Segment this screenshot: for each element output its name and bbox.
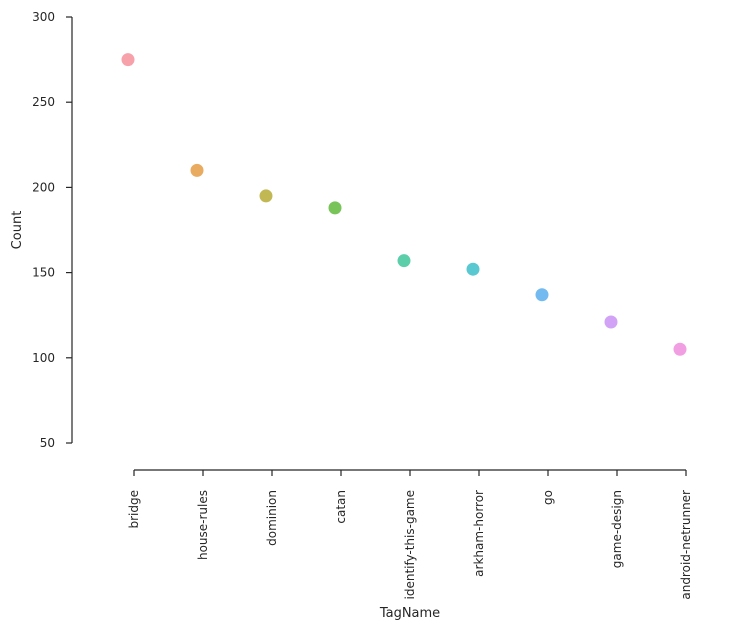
y-tick-label: 250 (32, 95, 55, 109)
x-tick-label: dominion (265, 490, 279, 546)
data-point (397, 254, 411, 268)
x-tick-label: game-design (610, 490, 624, 568)
x-tick-label: catan (334, 490, 348, 524)
data-point (466, 262, 480, 276)
x-tick-label: bridge (127, 490, 141, 529)
x-tick-label: identify-this-game (403, 490, 417, 599)
data-point (604, 315, 618, 329)
x-tick-label: house-rules (196, 490, 210, 560)
x-tick-label: arkham-horror (472, 490, 486, 577)
x-axis-title: TagName (379, 606, 440, 621)
y-axis: 50 100 150 200 250 300 (32, 10, 73, 450)
x-tick-label: android-netrunner (679, 490, 693, 600)
data-point (190, 163, 204, 177)
y-tick-label: 50 (40, 436, 55, 450)
y-tick-label: 300 (32, 10, 55, 24)
y-tick-label: 150 (32, 266, 55, 280)
data-points (121, 53, 687, 356)
data-point (535, 288, 549, 302)
y-tick-label: 100 (32, 351, 55, 365)
y-axis-title: Count (10, 211, 25, 250)
data-point (328, 201, 342, 215)
x-tick-label: go (541, 490, 555, 505)
y-tick-label: 200 (32, 180, 55, 194)
data-point (121, 53, 135, 67)
data-point (673, 342, 687, 356)
data-point (259, 189, 273, 203)
x-axis: bridge house-rules dominion catan identify-t… (127, 469, 693, 600)
